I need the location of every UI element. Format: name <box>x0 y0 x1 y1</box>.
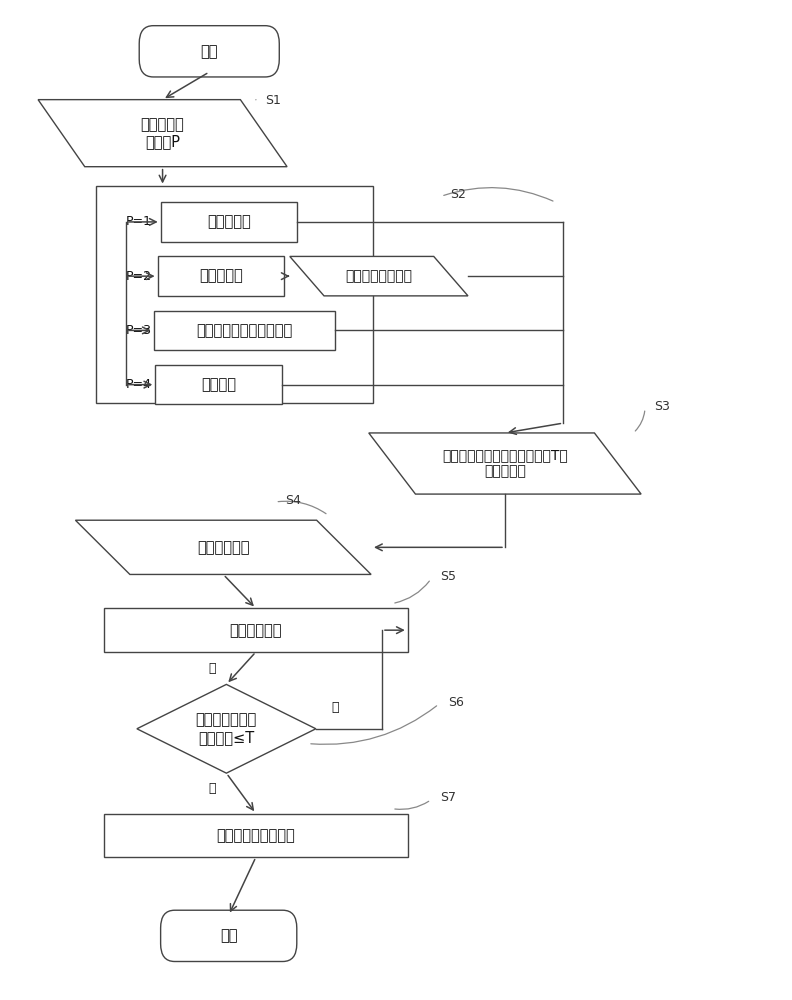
Text: 是: 是 <box>332 701 339 714</box>
Text: P=1: P=1 <box>126 215 152 228</box>
Text: 环形区域旁中心视野刺激: 环形区域旁中心视野刺激 <box>196 323 292 338</box>
Text: 开始: 开始 <box>200 44 218 59</box>
Bar <box>155 365 282 404</box>
Text: 选择显示屏的编号: 选择显示屏的编号 <box>345 269 413 283</box>
FancyBboxPatch shape <box>139 26 280 77</box>
Polygon shape <box>137 684 316 773</box>
Text: 全视野刺激: 全视野刺激 <box>207 214 250 229</box>
Bar <box>97 186 373 403</box>
Text: 进行刺激训练: 进行刺激训练 <box>230 623 282 638</box>
Text: S5: S5 <box>440 570 456 583</box>
Polygon shape <box>290 256 468 296</box>
Text: 否: 否 <box>208 662 216 675</box>
Polygon shape <box>38 100 287 167</box>
Bar <box>105 814 408 857</box>
Text: 选择刺激内容类型、刺激时间T、
刺激源参数: 选择刺激内容类型、刺激时间T、 刺激源参数 <box>442 448 568 479</box>
Bar <box>158 256 284 296</box>
Bar <box>154 311 335 350</box>
FancyBboxPatch shape <box>161 910 297 962</box>
Text: 计时开始，判断
时间是否≤T: 计时开始，判断 时间是否≤T <box>196 713 257 745</box>
Text: P=4: P=4 <box>126 378 152 391</box>
Text: P=2: P=2 <box>126 270 152 283</box>
Text: 否: 否 <box>208 782 216 795</box>
Text: S2: S2 <box>451 188 466 201</box>
Text: S4: S4 <box>285 494 301 507</box>
Text: S3: S3 <box>654 400 670 413</box>
Text: 结束: 结束 <box>220 928 238 943</box>
Text: S7: S7 <box>440 791 456 804</box>
Polygon shape <box>75 520 371 574</box>
Text: 非黄斑刺激: 非黄斑刺激 <box>199 269 243 284</box>
Polygon shape <box>369 433 641 494</box>
Text: 选择离焦范围: 选择离焦范围 <box>197 540 249 555</box>
Bar <box>105 608 408 652</box>
Text: S1: S1 <box>265 94 281 107</box>
Text: 输入选择训
练模式P: 输入选择训 练模式P <box>141 117 185 149</box>
Text: 显示屏恢复初始设置: 显示屏恢复初始设置 <box>216 828 295 843</box>
Text: 黄斑刺激: 黄斑刺激 <box>201 377 236 392</box>
Text: P=3: P=3 <box>126 324 152 337</box>
Bar <box>161 202 297 242</box>
Text: S6: S6 <box>448 696 464 709</box>
